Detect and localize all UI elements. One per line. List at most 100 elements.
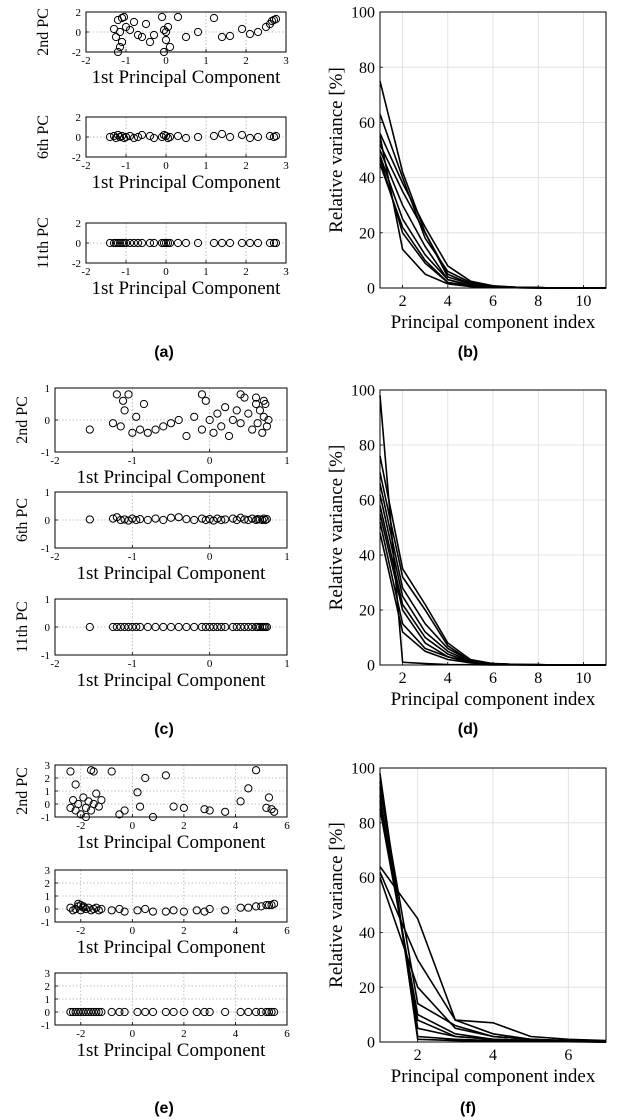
data-point [173,12,183,22]
y-tick-label: -2 [72,152,81,164]
x-tick-label: 1 [203,55,209,67]
data-point [132,622,141,632]
data-point [237,130,247,140]
x-tick-label: 2 [399,293,407,310]
data-point [205,806,214,815]
y-tick-label: -1 [41,1020,50,1032]
y-tick-label: 0 [76,27,82,39]
x-tick-label: 6 [489,670,497,687]
data-point [120,515,129,524]
y-tick-label: 60 [359,493,375,510]
data-point [133,132,143,142]
data-point [237,238,247,248]
plot-frame [54,387,288,453]
data-point [71,904,80,914]
x-tick-label: 1 [203,160,209,172]
data-point [86,1007,96,1017]
x-axis-label: 1st Principal Component [92,67,282,88]
data-point [133,238,143,248]
data-point [116,422,125,431]
y-tick-label: 1 [45,594,51,606]
data-point [179,1007,188,1017]
data-point [257,1007,266,1017]
x-tick-label: 4 [444,670,452,687]
data-point [166,622,176,632]
data-point [179,907,188,916]
data-point [111,32,121,42]
data-point [209,131,219,141]
data-point [135,622,145,632]
y-tick-label: 1 [45,786,51,798]
data-point [169,1007,178,1017]
data-point [193,132,203,142]
x-axis-label: 1st Principal Component [77,832,267,853]
data-point [165,42,175,52]
data-point [149,30,159,40]
plot-frame [85,116,287,158]
x-tick-label: -2 [50,551,59,563]
data-point [151,425,160,434]
y-tick-label: 3 [45,865,51,877]
data-point [248,425,257,434]
data-point [66,803,75,813]
data-point [133,1007,142,1017]
data-point [128,514,137,523]
data-point [255,406,265,415]
y-tick-label: 2 [45,773,51,785]
data-point [236,903,245,912]
data-point [141,904,150,914]
data-point [92,1007,101,1017]
data-point [159,622,168,632]
data-point [193,238,203,248]
data-point [68,796,78,805]
data-point [205,415,214,425]
data-point [71,780,80,789]
data-point [85,425,94,434]
data-point [121,238,131,248]
data-point [244,903,253,912]
data-point [245,29,255,39]
data-point [124,516,133,525]
y-tick-label: 80 [359,60,375,77]
data-point [143,428,152,437]
data-point [120,622,129,632]
data-point [232,622,241,632]
x-axis-label: 1st Principal Component [77,563,267,584]
data-point [193,27,203,37]
data-point [125,238,135,248]
x-tick-label: -2 [76,820,85,832]
data-point [217,622,226,632]
data-point [264,415,273,425]
plot-frame [54,598,288,656]
data-point [236,513,245,522]
data-point [84,797,93,806]
y-tick-label: 20 [359,603,375,620]
data-point [209,516,218,525]
data-point [251,1007,261,1017]
x-tick-label: 4 [444,293,452,310]
x-tick-label: 8 [534,670,542,687]
data-point [166,419,176,428]
data-point [225,31,235,41]
data-point [271,131,281,141]
x-tick-label: 2 [243,266,249,278]
data-point [151,622,160,632]
data-point [84,903,93,912]
data-point [161,131,171,141]
x-tick-label: 1 [284,658,290,670]
data-point [258,428,267,437]
data-point [121,132,131,142]
x-tick-label: -1 [128,455,137,467]
y-tick-label: 1 [45,994,51,1006]
y-tick-label: 100 [351,761,375,778]
data-point [148,907,158,916]
x-axis-label: Principal component index [391,312,596,333]
data-point [115,27,125,37]
x-tick-label: 0 [207,455,213,467]
data-point [251,515,261,525]
data-point [81,1007,91,1017]
data-point [159,422,168,431]
data-point [205,515,214,524]
y-tick-label: 20 [359,225,375,242]
